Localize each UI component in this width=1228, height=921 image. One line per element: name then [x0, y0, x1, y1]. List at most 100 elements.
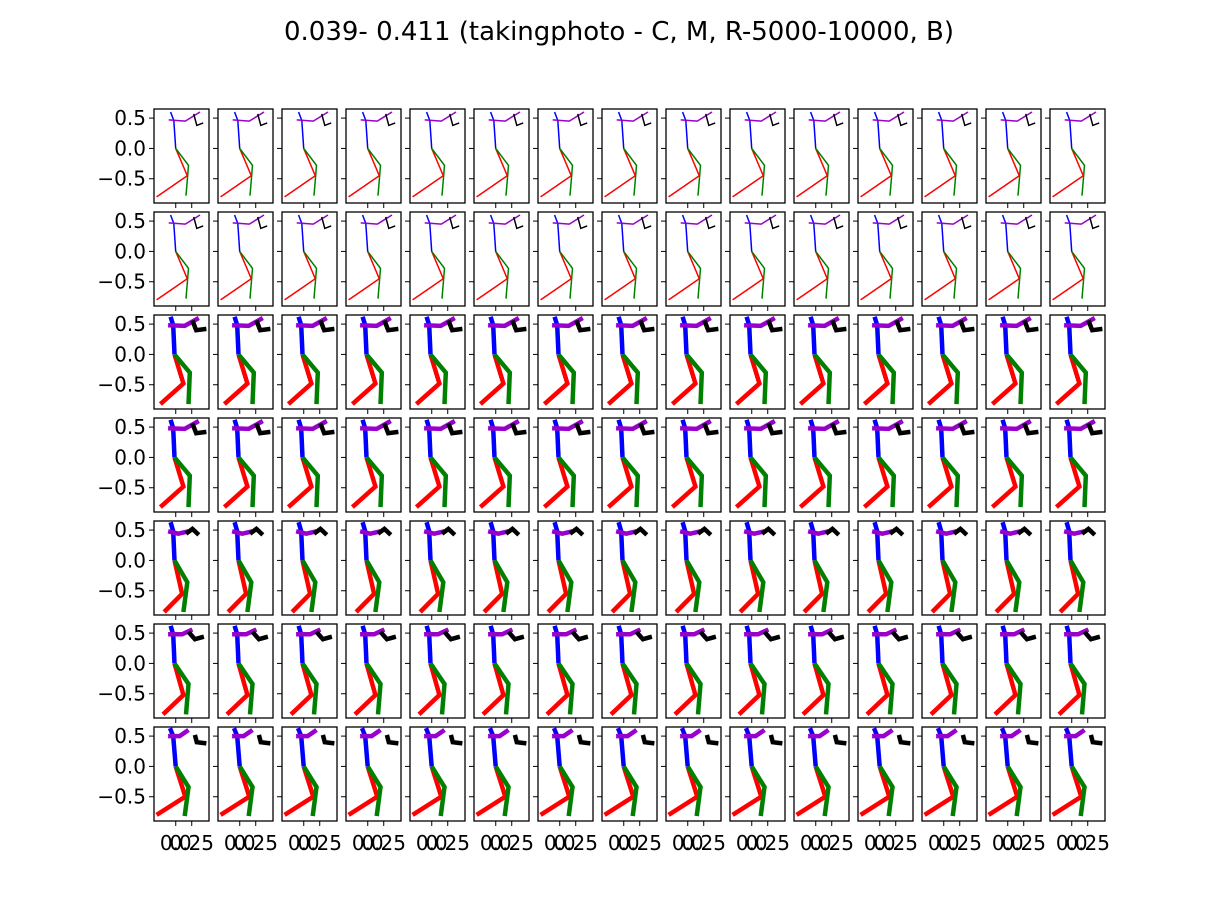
subplot-r7-c2: 0.00.25: [213, 726, 278, 855]
limb-arm-left: [936, 214, 969, 225]
y-tick-label: 0.0: [114, 548, 146, 572]
subplot-frame: [857, 108, 914, 204]
subplot-r7-c8: 0.00.25: [597, 726, 662, 855]
limb-arm-right: [638, 319, 655, 333]
subplot-r3-c14: [981, 314, 1042, 414]
subplot-frame: [665, 623, 722, 719]
subplot-frame: [217, 520, 274, 616]
subplot-frame: [921, 520, 978, 616]
limb-leg-left: [556, 559, 574, 613]
y-tick-label: 0.0: [114, 754, 146, 778]
limb-leg-left: [300, 662, 319, 715]
x-tick-label: 0.25: [297, 831, 342, 855]
limb-arm-left: [552, 214, 585, 225]
subplot-r6-c12: [853, 623, 914, 723]
subplot-frame: [409, 623, 466, 719]
limb-arm-right: [254, 422, 271, 436]
limb-arm-left: [1064, 111, 1097, 122]
subplot-r5-c9: [661, 520, 722, 620]
limb-arm-left: [424, 111, 457, 122]
subplot-frame: [985, 108, 1042, 204]
x-tick-label: 0.25: [361, 831, 406, 855]
subplot-r2-c8: [597, 211, 658, 311]
x-tick-label: 0.25: [937, 831, 982, 855]
x-tick-label: 0.0: [352, 831, 384, 855]
limb-leg-left: [748, 662, 767, 715]
x-tick-label: 0.0: [416, 831, 448, 855]
subplot-r6-c13: [917, 623, 978, 723]
subplot-r6-c14: [981, 623, 1042, 723]
limb-arm-left: [360, 728, 382, 739]
subplot-r7-c13: 0.00.25: [917, 726, 982, 855]
limb-arm-right: [1024, 216, 1036, 230]
subplot-frame: [601, 108, 658, 204]
limb-leg-right: [1054, 353, 1082, 406]
subplot-frame: [985, 726, 1042, 822]
limb-arm-left: [872, 627, 898, 637]
limb-arm-right: [1086, 319, 1103, 333]
subplot-grid: 0.5 0.0 −0.5 0.5 0.0 −0.5 0.5 0.0 −0.5 0.5 0.0 −0.5…: [97, 106, 1110, 855]
limb-leg-left: [879, 147, 894, 196]
limb-arm-left: [1000, 627, 1026, 637]
limb-arm-right: [248, 525, 265, 537]
limb-leg-left: [751, 250, 766, 299]
limb-leg-left: [879, 250, 894, 299]
limb-leg-left: [1068, 662, 1087, 715]
limb-leg-left: [876, 455, 897, 508]
limb-leg-left: [687, 147, 702, 196]
subplot-r2-c9: [661, 211, 722, 311]
subplot-frame: [153, 211, 210, 307]
limb-leg-left: [556, 352, 577, 405]
subplot-r7-c12: 0.00.25: [853, 726, 918, 855]
limb-arm-right: [318, 319, 335, 333]
limb-leg-right: [610, 559, 633, 614]
limb-leg-left: [303, 250, 318, 299]
x-tick-label: 0.0: [224, 831, 256, 855]
subplot-frame: [217, 623, 274, 719]
limb-leg-right: [606, 456, 634, 509]
limb-arm-left: [1000, 111, 1033, 122]
limb-arm-right: [824, 525, 841, 537]
limb-arm-right: [512, 216, 524, 230]
limb-leg-left: [1004, 455, 1025, 508]
limb-arm-left: [616, 214, 649, 225]
limb-leg-right: [670, 353, 698, 406]
subplot-r3-c7: [533, 314, 594, 414]
limb-leg-left: [239, 147, 254, 196]
limb-arm-right: [640, 734, 655, 746]
limb-arm-right: [314, 630, 333, 642]
limb-arm-right: [960, 734, 975, 746]
limb-leg-right: [609, 662, 634, 717]
limb-arm-left: [552, 728, 574, 739]
figure-title: 0.039- 0.411 (takingphoto - C, M, R-5000…: [284, 17, 954, 47]
subplot-r3-c3: [277, 314, 338, 414]
subplot-r1-c4: [341, 108, 402, 208]
subplot-r6-c2: [213, 623, 274, 723]
limb-arm-right: [888, 525, 905, 537]
limb-leg-left: [559, 147, 574, 196]
subplot-frame: [793, 520, 850, 616]
limb-arm-right: [448, 216, 460, 230]
y-tick-label: 0.0: [114, 445, 146, 469]
limb-arm-left: [936, 627, 962, 637]
limb-leg-left: [300, 455, 321, 508]
limb-leg-right: [418, 559, 441, 614]
subplot-frame: [921, 211, 978, 307]
subplot-r3-c8: [597, 314, 658, 414]
x-tick-label: 0.25: [425, 831, 470, 855]
limb-leg-left: [364, 559, 382, 613]
subplot-frame: [921, 108, 978, 204]
limb-leg-right: [734, 456, 762, 509]
subplot-frame: [473, 314, 530, 410]
subplot-frame: [537, 211, 594, 307]
x-tick-label: 0.25: [169, 831, 214, 855]
limb-arm-left: [680, 111, 713, 122]
limb-leg-left: [940, 662, 959, 715]
x-tick-label: 0.25: [681, 831, 726, 855]
limb-leg-left: [1004, 559, 1022, 613]
subplot-r3-c4: [341, 314, 402, 414]
subplot-frame: [857, 211, 914, 307]
subplot-frame: [345, 211, 402, 307]
limb-arm-left: [488, 111, 521, 122]
